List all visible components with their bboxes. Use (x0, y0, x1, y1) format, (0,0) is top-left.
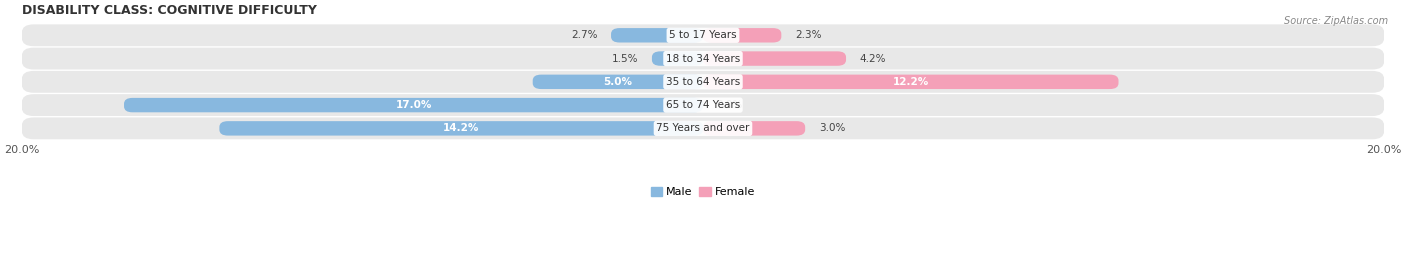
Legend: Male, Female: Male, Female (651, 186, 755, 197)
Text: 5.0%: 5.0% (603, 77, 633, 87)
Text: 2.7%: 2.7% (571, 30, 598, 40)
FancyBboxPatch shape (22, 94, 1384, 116)
Text: 75 Years and over: 75 Years and over (657, 123, 749, 133)
FancyBboxPatch shape (612, 28, 703, 43)
Text: 17.0%: 17.0% (395, 100, 432, 110)
FancyBboxPatch shape (124, 98, 703, 112)
FancyBboxPatch shape (22, 118, 1384, 139)
FancyBboxPatch shape (22, 24, 1384, 46)
FancyBboxPatch shape (703, 51, 846, 66)
FancyBboxPatch shape (22, 71, 1384, 93)
FancyBboxPatch shape (703, 28, 782, 43)
FancyBboxPatch shape (703, 75, 1119, 89)
Text: 65 to 74 Years: 65 to 74 Years (666, 100, 740, 110)
Text: 14.2%: 14.2% (443, 123, 479, 133)
Text: DISABILITY CLASS: COGNITIVE DIFFICULTY: DISABILITY CLASS: COGNITIVE DIFFICULTY (22, 4, 316, 17)
FancyBboxPatch shape (652, 51, 703, 66)
Text: 2.3%: 2.3% (794, 30, 821, 40)
Text: 4.2%: 4.2% (859, 54, 886, 63)
FancyBboxPatch shape (22, 48, 1384, 69)
Text: Source: ZipAtlas.com: Source: ZipAtlas.com (1284, 16, 1388, 26)
Text: 12.2%: 12.2% (893, 77, 929, 87)
FancyBboxPatch shape (219, 121, 703, 136)
FancyBboxPatch shape (703, 121, 806, 136)
Text: 35 to 64 Years: 35 to 64 Years (666, 77, 740, 87)
Text: 3.0%: 3.0% (818, 123, 845, 133)
Text: 5 to 17 Years: 5 to 17 Years (669, 30, 737, 40)
Text: 1.5%: 1.5% (612, 54, 638, 63)
FancyBboxPatch shape (533, 75, 703, 89)
Text: 18 to 34 Years: 18 to 34 Years (666, 54, 740, 63)
Text: 0.0%: 0.0% (717, 100, 742, 110)
